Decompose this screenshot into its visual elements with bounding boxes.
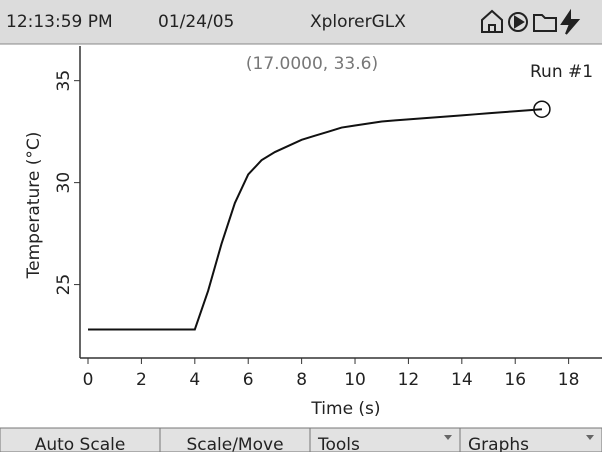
button-label: Scale/Move [186,435,283,452]
cursor-readout: (17.0000, 33.6) [246,54,378,74]
device-title: XplorerGLX [310,12,406,32]
button-label: Auto Scale [35,435,126,452]
x-axis-title: Time (s) [310,399,380,419]
toolbar-button[interactable]: Scale/Move [159,427,311,455]
y-axis-title: Temperature (°C) [24,132,44,280]
y-tick-label: 25 [54,274,74,296]
toolbar-button[interactable]: Tools [309,427,461,455]
x-tick-label: 2 [136,370,147,390]
x-tick-label: 18 [558,370,580,390]
button-face [159,427,311,453]
x-tick-label: 12 [398,370,420,390]
power-icon [560,8,581,35]
date: 01/24/05 [158,12,234,32]
x-tick-label: 6 [243,370,254,390]
play-triangle [514,15,525,29]
run-label: Run #1 [530,62,593,82]
dropdown-arrow [444,435,452,440]
toolbar-button[interactable]: Auto Scale [0,427,161,455]
x-tick-label: 0 [83,370,94,390]
button-label: Graphs [468,435,529,452]
status-icons [481,8,581,35]
x-tick-label: 14 [451,370,473,390]
y-tick-label: 30 [54,172,74,194]
play-icon [508,12,528,32]
toolbar-button[interactable]: Graphs [459,427,602,455]
x-tick-label: 16 [504,370,526,390]
clock: 12:13:59 PM [6,12,113,32]
button-label: Tools [317,435,360,452]
y-tick-label: 35 [54,70,74,92]
folder-icon [533,14,557,32]
home-icon [481,9,503,33]
button-face [459,427,602,453]
x-tick-label: 10 [344,370,366,390]
x-tick-label: 8 [296,370,307,390]
data-line [88,108,542,331]
dropdown-arrow [586,435,594,440]
x-tick-label: 4 [189,370,200,390]
cursor-marker [533,100,551,118]
button-face [309,427,461,453]
